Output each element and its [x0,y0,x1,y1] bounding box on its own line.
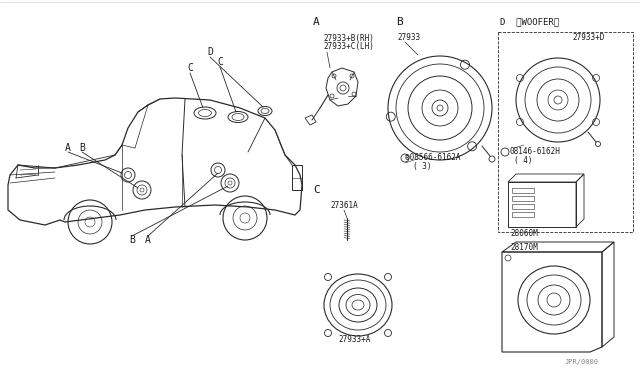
Text: C: C [313,185,320,195]
Text: ( 3): ( 3) [413,161,431,170]
Bar [498,32,633,232]
Text: 28060M: 28060M [510,230,538,238]
Bar [512,204,534,209]
Text: 27933: 27933 [397,33,420,42]
Text: C: C [217,57,223,67]
Text: 08146-6162H: 08146-6162H [510,148,561,157]
Bar [512,212,534,217]
Text: 27933+D: 27933+D [572,33,604,42]
Text: A: A [145,235,151,245]
Text: 27361A: 27361A [330,201,358,209]
Text: A: A [313,17,320,27]
Bar [508,182,576,227]
Bar [512,188,534,193]
Bar [512,196,534,201]
Text: C: C [187,63,193,73]
Text: B: B [129,235,135,245]
Text: 28170M: 28170M [510,243,538,251]
Text: ( 4): ( 4) [514,157,532,166]
Text: ®08566-6162A: ®08566-6162A [405,154,461,163]
Bar [292,165,302,190]
Text: 27933+C(LH): 27933+C(LH) [323,42,374,51]
Text: 27933+A: 27933+A [338,336,371,344]
Text: B: B [79,143,85,153]
Text: 27933+B(RH): 27933+B(RH) [323,33,374,42]
Text: B: B [396,17,403,27]
Text: D  〈WOOFER〉: D 〈WOOFER〉 [500,17,559,26]
Text: D: D [207,47,213,57]
Text: JPR/0000: JPR/0000 [565,359,599,365]
Text: A: A [65,143,71,153]
